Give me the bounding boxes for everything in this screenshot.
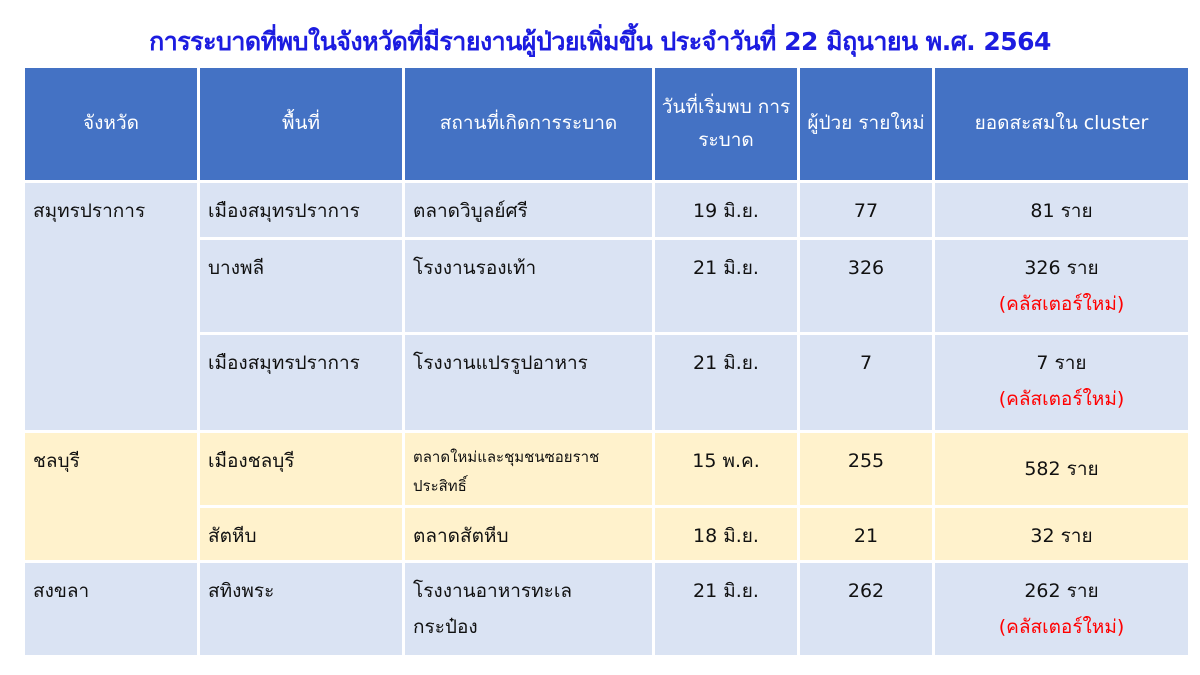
new-cases-cell: 255 <box>797 430 935 508</box>
total-cell: 582 ราย <box>932 430 1191 508</box>
new-cases-cell: 21 <box>797 505 935 563</box>
date-cell: 19 มิ.ย. <box>652 180 800 240</box>
page-title: การระบาดที่พบในจังหวัดที่มีรายงานผู้ป่วย… <box>149 27 1051 56</box>
province-cell: สมุทรปราการ <box>22 180 200 433</box>
table-row: ชลบุรี เมืองชลบุรี ตลาดใหม่และชุมชนซอยรา… <box>22 430 1191 563</box>
header-new-cases: ผู้ป่วย รายใหม่ <box>797 65 935 183</box>
area-cell: บางพลี <box>197 237 405 335</box>
table-row: สัตหีบ ตลาดสัตหีบ 18 มิ.ย. 21 32 ราย <box>23 505 1191 563</box>
total-value: 7 ราย <box>1036 352 1087 374</box>
table-header-row: จังหวัด พื้นที่ สถานที่เกิดการระบาด วันท… <box>22 65 1191 183</box>
place-cell: โรงงานรองเท้า <box>402 237 655 335</box>
area-cell: สัตหีบ <box>197 505 405 563</box>
date-cell: 15 พ.ค. <box>652 430 800 508</box>
total-value: 262 ราย <box>1024 580 1099 602</box>
new-cluster-note: (คลัสเตอร์ใหม่) <box>998 293 1125 316</box>
total-value: 32 ราย <box>1030 525 1093 547</box>
total-value: 326 ราย <box>1024 257 1099 279</box>
area-cell: เมืองชลบุรี <box>197 430 405 508</box>
header-cluster-total: ยอดสะสมใน cluster <box>932 65 1191 183</box>
total-cell: 7 ราย (คลัสเตอร์ใหม่) <box>932 332 1191 433</box>
total-cell: 326 ราย (คลัสเตอร์ใหม่) <box>932 237 1191 335</box>
province-cell: สงขลา <box>22 560 200 658</box>
header-date: วันที่เริ่มพบ การระบาด <box>652 65 800 183</box>
header-place: สถานที่เกิดการระบาด <box>402 65 655 183</box>
new-cases-cell: 326 <box>797 237 935 335</box>
new-cluster-note: (คลัสเตอร์ใหม่) <box>998 616 1125 639</box>
place-cell: ตลาดวิบูลย์ศรี <box>402 180 655 240</box>
date-cell: 21 มิ.ย. <box>652 560 800 658</box>
table-row: สงขลา สทิงพระ โรงงานอาหารทะเลกระป๋อง 21 … <box>22 560 1191 658</box>
area-cell: สทิงพระ <box>197 560 405 658</box>
total-cell: 32 ราย <box>932 505 1191 563</box>
area-cell: เมืองสมุทรปราการ <box>197 332 405 433</box>
total-cell: 262 ราย (คลัสเตอร์ใหม่) <box>932 560 1191 658</box>
new-cases-cell: 77 <box>797 180 935 240</box>
place-cell: โรงงานอาหารทะเลกระป๋อง <box>402 560 655 658</box>
total-value: 582 ราย <box>1024 457 1099 480</box>
table-row: เมืองสมุทรปราการ โรงงานแปรรูปอาหาร 21 มิ… <box>23 332 1191 433</box>
date-cell: 18 มิ.ย. <box>652 505 800 563</box>
area-cell: เมืองสมุทรปราการ <box>197 180 405 240</box>
total-value: 81 ราย <box>1030 200 1093 222</box>
place-cell: ตลาดสัตหีบ <box>402 505 655 563</box>
table-row: บางพลี โรงงานรองเท้า 21 มิ.ย. 326 326 รา… <box>23 237 1191 335</box>
header-area: พื้นที่ <box>197 65 405 183</box>
new-cases-cell: 7 <box>797 332 935 433</box>
place-cell: ตลาดใหม่และชุมชนซอยราชประสิทธิ์ <box>402 430 655 508</box>
total-cell: 81 ราย <box>932 180 1191 240</box>
date-cell: 21 มิ.ย. <box>652 237 800 335</box>
header-province: จังหวัด <box>22 65 200 183</box>
new-cluster-note: (คลัสเตอร์ใหม่) <box>998 388 1125 411</box>
table-row: สมุทรปราการ เมืองสมุทรปราการ ตลาดวิบูลย์… <box>22 180 1191 433</box>
new-cases-cell: 262 <box>797 560 935 658</box>
place-cell: โรงงานแปรรูปอาหาร <box>402 332 655 433</box>
date-cell: 21 มิ.ย. <box>652 332 800 433</box>
outbreak-table: จังหวัด พื้นที่ สถานที่เกิดการระบาด วันท… <box>22 65 1191 658</box>
province-cell: ชลบุรี <box>22 430 200 563</box>
